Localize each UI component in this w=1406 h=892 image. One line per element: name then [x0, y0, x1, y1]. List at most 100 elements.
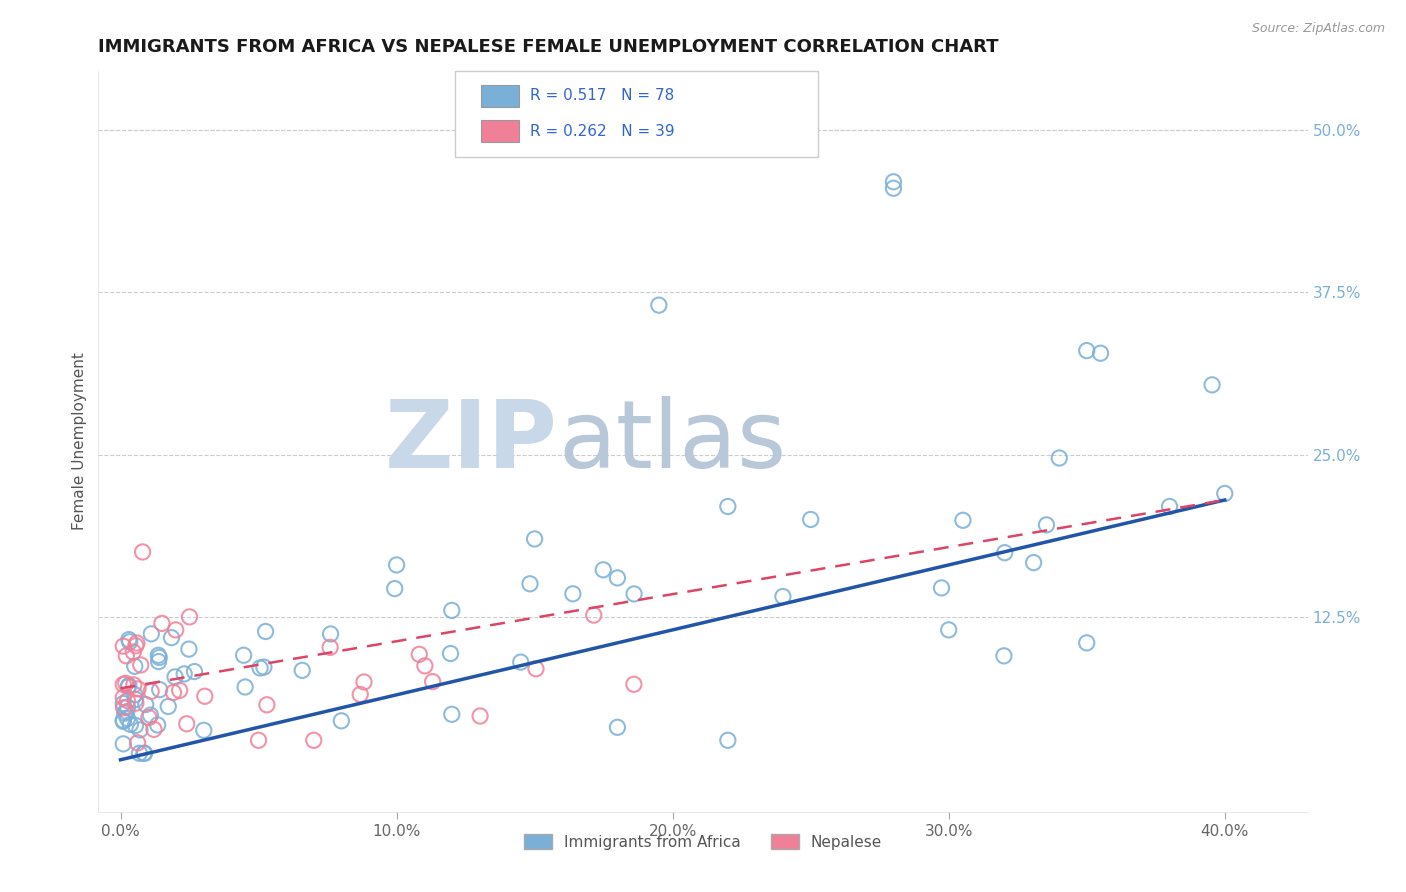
Point — [717, 500, 740, 514]
Point — [115, 705, 138, 719]
Point — [1090, 346, 1112, 360]
Point — [142, 723, 165, 737]
Point — [118, 678, 141, 692]
Point — [247, 733, 270, 747]
Point — [148, 648, 170, 663]
Point — [138, 710, 160, 724]
Point — [112, 677, 135, 691]
Point — [169, 683, 191, 698]
Point — [150, 616, 173, 631]
Point — [440, 603, 463, 617]
Point — [1076, 636, 1098, 650]
Point — [117, 680, 139, 694]
Point — [882, 181, 904, 195]
Point — [349, 688, 371, 702]
Point — [623, 677, 645, 691]
Point — [141, 627, 163, 641]
Point — [1035, 517, 1057, 532]
Point — [592, 563, 614, 577]
Point — [353, 675, 375, 690]
Point — [1213, 486, 1236, 500]
Y-axis label: Female Unemployment: Female Unemployment — [72, 352, 87, 531]
Point — [194, 690, 217, 704]
Point — [112, 737, 135, 751]
Point — [524, 662, 547, 676]
Point — [882, 175, 904, 189]
Point — [112, 714, 135, 729]
Text: Source: ZipAtlas.com: Source: ZipAtlas.com — [1251, 22, 1385, 36]
Point — [468, 709, 491, 723]
Point — [125, 696, 148, 710]
Point — [165, 623, 187, 637]
Point — [132, 746, 155, 760]
Point — [440, 707, 463, 722]
Point — [385, 558, 408, 572]
Point — [422, 674, 444, 689]
Point — [938, 623, 960, 637]
Point — [114, 676, 136, 690]
Point — [157, 699, 180, 714]
Point — [149, 682, 172, 697]
Point — [141, 684, 163, 698]
Point — [139, 708, 162, 723]
Point — [193, 723, 215, 738]
Point — [648, 298, 671, 312]
Legend: Immigrants from Africa, Nepalese: Immigrants from Africa, Nepalese — [517, 828, 889, 856]
Point — [148, 650, 170, 665]
Text: ZIP: ZIP — [385, 395, 558, 488]
Point — [582, 608, 605, 623]
Point — [128, 746, 150, 760]
Point — [148, 655, 170, 669]
Point — [122, 645, 145, 659]
Point — [117, 711, 139, 725]
Point — [256, 698, 278, 712]
Point — [561, 587, 583, 601]
Point — [134, 746, 156, 760]
Point — [124, 718, 146, 732]
Point — [146, 718, 169, 732]
Point — [125, 636, 148, 650]
Point — [183, 665, 205, 679]
Point — [120, 717, 142, 731]
Point — [112, 713, 135, 727]
Point — [1201, 377, 1223, 392]
FancyBboxPatch shape — [481, 85, 519, 107]
Point — [254, 624, 277, 639]
Point — [122, 678, 145, 692]
Point — [124, 692, 146, 706]
Point — [179, 610, 201, 624]
Point — [952, 513, 974, 527]
Point — [117, 693, 139, 707]
Text: R = 0.262   N = 39: R = 0.262 N = 39 — [530, 124, 675, 139]
Point — [1076, 343, 1098, 358]
Point — [1047, 450, 1070, 465]
Point — [129, 657, 152, 672]
Text: atlas: atlas — [558, 395, 786, 488]
Point — [233, 680, 256, 694]
Point — [606, 720, 628, 734]
Point — [176, 716, 198, 731]
Text: R = 0.517   N = 78: R = 0.517 N = 78 — [530, 88, 675, 103]
Point — [606, 571, 628, 585]
Point — [249, 661, 271, 675]
Point — [623, 587, 645, 601]
Point — [118, 632, 141, 647]
Point — [413, 658, 436, 673]
Point — [800, 512, 823, 526]
Point — [112, 639, 135, 653]
Point — [772, 590, 794, 604]
Point — [173, 667, 195, 681]
Point — [163, 670, 186, 684]
Point — [117, 700, 139, 714]
Point — [931, 581, 953, 595]
Point — [1159, 500, 1181, 514]
Point — [302, 733, 325, 747]
Point — [118, 634, 141, 648]
Point — [717, 733, 740, 747]
Point — [330, 714, 353, 728]
Point — [114, 706, 136, 721]
Point — [162, 685, 184, 699]
Point — [232, 648, 254, 663]
Point — [112, 690, 135, 705]
Point — [129, 723, 152, 737]
